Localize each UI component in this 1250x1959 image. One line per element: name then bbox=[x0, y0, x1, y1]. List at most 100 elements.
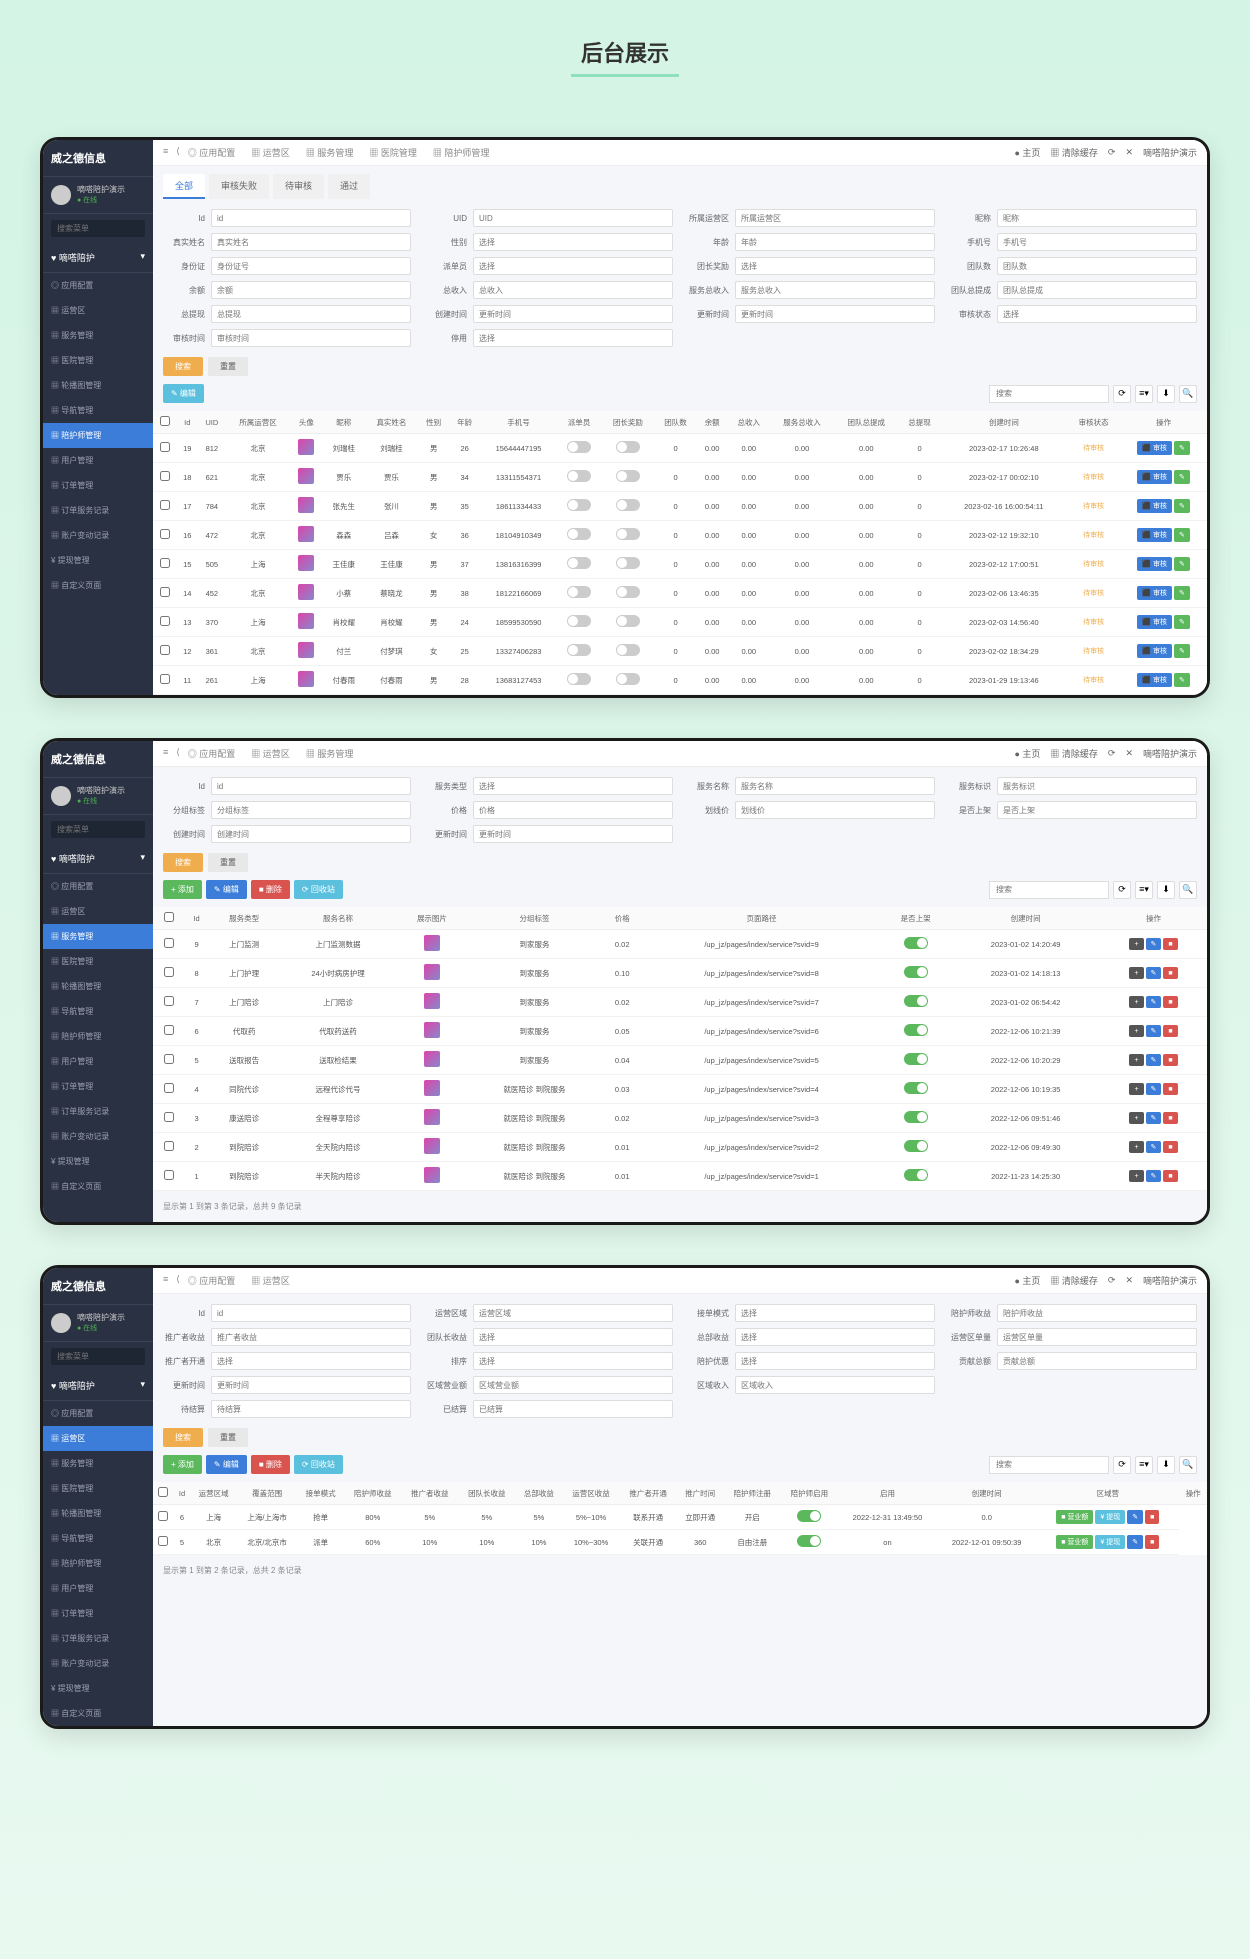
filter-input[interactable] bbox=[735, 1376, 935, 1394]
action-button[interactable]: + 添加 bbox=[163, 1455, 202, 1474]
breadcrumb-item[interactable]: ◎ 应用配置 bbox=[188, 1274, 236, 1287]
edit-button[interactable]: ✎ bbox=[1127, 1510, 1143, 1524]
review-button[interactable]: ⬛ 审核 bbox=[1137, 499, 1172, 513]
row-checkbox[interactable] bbox=[164, 1054, 174, 1064]
filter-input[interactable] bbox=[997, 257, 1197, 275]
row-checkbox[interactable] bbox=[164, 938, 174, 948]
breadcrumb-item[interactable]: ▦ 运营区 bbox=[251, 747, 290, 760]
row-checkbox[interactable] bbox=[160, 616, 170, 626]
sidebar-item-2[interactable]: ▦ 服务管理 bbox=[43, 924, 153, 949]
row-checkbox[interactable] bbox=[160, 558, 170, 568]
refresh-icon[interactable]: ⟳ bbox=[1108, 147, 1116, 158]
filter-input[interactable] bbox=[735, 233, 935, 251]
row-checkbox[interactable] bbox=[164, 1170, 174, 1180]
sidebar-item-3[interactable]: ▦ 医院管理 bbox=[43, 949, 153, 974]
toggle-dispatch[interactable] bbox=[567, 673, 591, 685]
sidebar-search-input[interactable] bbox=[51, 821, 145, 838]
sidebar-item-9[interactable]: ▦ 订单服务记录 bbox=[43, 1099, 153, 1124]
toggle-leader[interactable] bbox=[616, 673, 640, 685]
edit-button[interactable]: ✎ bbox=[1127, 1535, 1143, 1549]
row-checkbox[interactable] bbox=[164, 967, 174, 977]
delete-button[interactable]: ■ bbox=[1163, 967, 1177, 979]
withdraw-button[interactable]: ¥ 提现 bbox=[1095, 1535, 1125, 1549]
sidebar-item-8[interactable]: ▦ 订单管理 bbox=[43, 1601, 153, 1626]
sidebar-search-input[interactable] bbox=[51, 1348, 145, 1365]
row-checkbox[interactable] bbox=[158, 1511, 168, 1521]
action-button[interactable]: + 添加 bbox=[163, 880, 202, 899]
filter-input[interactable] bbox=[997, 305, 1197, 323]
filter-input[interactable] bbox=[211, 329, 411, 347]
delete-button[interactable]: ■ bbox=[1163, 1054, 1177, 1066]
menu-toggle-icon[interactable]: ≡ bbox=[163, 146, 168, 159]
delete-button[interactable]: ■ bbox=[1163, 1083, 1177, 1095]
select-all-checkbox[interactable] bbox=[158, 1487, 168, 1497]
toggle-dispatch[interactable] bbox=[567, 615, 591, 627]
sidebar-item-5[interactable]: ▦ 导航管理 bbox=[43, 1526, 153, 1551]
filter-input[interactable] bbox=[997, 777, 1197, 795]
toggle-shelf[interactable] bbox=[904, 937, 928, 949]
action-button[interactable]: ✎ 编辑 bbox=[206, 1455, 247, 1474]
row-checkbox[interactable] bbox=[164, 1083, 174, 1093]
add-button[interactable]: + bbox=[1129, 1112, 1143, 1124]
add-button[interactable]: + bbox=[1129, 1025, 1143, 1037]
toggle-shelf[interactable] bbox=[904, 995, 928, 1007]
toggle-shelf[interactable] bbox=[904, 1140, 928, 1152]
edit-button[interactable]: ✎ bbox=[1146, 1112, 1162, 1124]
filter-input[interactable] bbox=[735, 1328, 935, 1346]
refresh-table-icon[interactable]: ⟳ bbox=[1113, 881, 1131, 899]
toggle-shelf[interactable] bbox=[904, 1169, 928, 1181]
filter-icon[interactable]: 🔍 bbox=[1179, 385, 1197, 403]
sidebar-item-11[interactable]: ¥ 提现管理 bbox=[43, 1149, 153, 1174]
sidebar-item-11[interactable]: ¥ 提现管理 bbox=[43, 1676, 153, 1701]
toggle-shelf[interactable] bbox=[904, 1111, 928, 1123]
toggle-shelf[interactable] bbox=[904, 1082, 928, 1094]
tab-0[interactable]: 全部 bbox=[163, 174, 205, 199]
toggle-dispatch[interactable] bbox=[567, 528, 591, 540]
sidebar-item-1[interactable]: ▦ 运营区 bbox=[43, 298, 153, 323]
filter-input[interactable] bbox=[211, 801, 411, 819]
review-button[interactable]: ⬛ 审核 bbox=[1137, 673, 1172, 687]
row-checkbox[interactable] bbox=[160, 674, 170, 684]
filter-input[interactable] bbox=[211, 281, 411, 299]
row-checkbox[interactable] bbox=[158, 1536, 168, 1546]
filter-input[interactable] bbox=[473, 801, 673, 819]
back-icon[interactable]: ⟨ bbox=[176, 1274, 180, 1287]
filter-icon[interactable]: 🔍 bbox=[1179, 881, 1197, 899]
edit-button[interactable]: ✎ bbox=[1146, 1054, 1162, 1066]
add-button[interactable]: + bbox=[1129, 1141, 1143, 1153]
menu-head[interactable]: ♥ 嘀嗒陪护▾ bbox=[43, 243, 153, 273]
review-button[interactable]: ⬛ 审核 bbox=[1137, 557, 1172, 571]
delete-button[interactable]: ■ bbox=[1163, 1025, 1177, 1037]
row-checkbox[interactable] bbox=[160, 500, 170, 510]
toggle-enable[interactable] bbox=[797, 1535, 821, 1547]
action-button[interactable]: ⟳ 回收站 bbox=[294, 1455, 343, 1474]
filter-input[interactable] bbox=[735, 1304, 935, 1322]
breadcrumb-item[interactable]: ▦ 陪护师管理 bbox=[433, 146, 490, 159]
filter-input[interactable] bbox=[735, 305, 935, 323]
refresh-icon[interactable]: ⟳ bbox=[1108, 1275, 1116, 1286]
edit-button[interactable]: ✎ 编辑 bbox=[163, 384, 204, 403]
table-search-input[interactable] bbox=[989, 881, 1109, 899]
toggle-dispatch[interactable] bbox=[567, 557, 591, 569]
add-button[interactable]: + bbox=[1129, 967, 1143, 979]
filter-input[interactable] bbox=[473, 209, 673, 227]
sidebar-item-2[interactable]: ▦ 服务管理 bbox=[43, 1451, 153, 1476]
delete-button[interactable]: ■ bbox=[1163, 938, 1177, 950]
review-button[interactable]: ⬛ 审核 bbox=[1137, 470, 1172, 484]
breadcrumb-item[interactable]: ▦ 服务管理 bbox=[306, 146, 354, 159]
menu-toggle-icon[interactable]: ≡ bbox=[163, 1274, 168, 1287]
search-button[interactable]: 搜索 bbox=[163, 357, 203, 376]
toggle-leader[interactable] bbox=[616, 499, 640, 511]
filter-input[interactable] bbox=[473, 1400, 673, 1418]
filter-input[interactable] bbox=[211, 825, 411, 843]
edit-row-button[interactable]: ✎ bbox=[1174, 673, 1190, 687]
sidebar-item-6[interactable]: ▦ 陪护师管理 bbox=[43, 1551, 153, 1576]
search-button[interactable]: 搜索 bbox=[163, 1428, 203, 1447]
filter-input[interactable] bbox=[735, 1352, 935, 1370]
delete-button[interactable]: ■ bbox=[1163, 1141, 1177, 1153]
filter-input[interactable] bbox=[211, 305, 411, 323]
sidebar-item-0[interactable]: ◎ 应用配置 bbox=[43, 273, 153, 298]
export-icon[interactable]: ⬇ bbox=[1157, 881, 1175, 899]
toggle-shelf[interactable] bbox=[904, 966, 928, 978]
sidebar-item-4[interactable]: ▦ 轮播图管理 bbox=[43, 373, 153, 398]
